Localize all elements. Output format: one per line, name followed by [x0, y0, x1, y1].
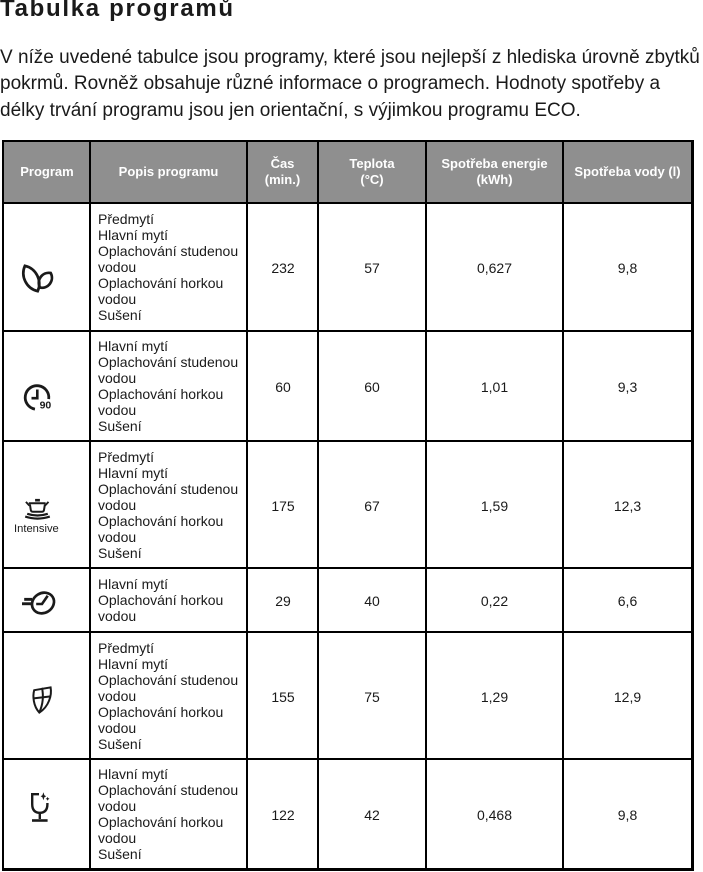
svg-text:90: 90 — [40, 400, 52, 412]
